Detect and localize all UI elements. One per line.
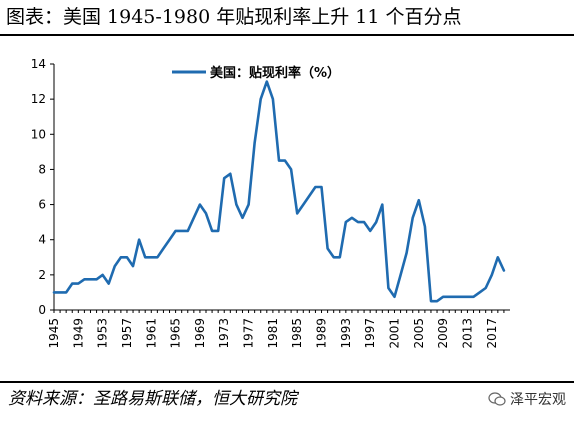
series-line-0 <box>52 80 506 303</box>
x-tick-label: 1949 <box>71 318 85 349</box>
legend-label: 美国：贴现利率（%） <box>210 65 340 81</box>
y-tick-label: 2 <box>38 268 46 282</box>
y-tick-label: 0 <box>38 303 46 317</box>
y-tick-label: 4 <box>38 233 46 247</box>
wechat-icon <box>488 392 506 406</box>
x-tick-label: 1957 <box>120 318 134 349</box>
x-tick-label: 2005 <box>412 318 426 349</box>
wechat-logo: 泽平宏观 <box>488 389 566 409</box>
footer-rule <box>0 381 574 383</box>
x-tick-label: 1981 <box>266 318 280 349</box>
y-tick-label: 6 <box>38 198 46 212</box>
chart-heading: 图表：美国 1945-1980 年贴现利率上升 11 个百分点 <box>6 6 462 28</box>
x-tick-label: 1977 <box>242 318 256 349</box>
logo-text: 泽平宏观 <box>510 392 566 408</box>
x-tick-label: 1965 <box>169 318 183 349</box>
x-tick-label: 1961 <box>144 318 158 349</box>
y-tick-label: 14 <box>31 57 46 71</box>
x-tick-label: 2001 <box>387 318 401 349</box>
header-rule <box>0 34 574 36</box>
x-tick-label: 2017 <box>485 318 499 349</box>
line-chart: 0 2 4 6 8 10 12 14 1945 1949 1953 1957 1961 1965 1969 1… <box>31 57 510 349</box>
x-tick-label: 1989 <box>315 318 329 349</box>
y-tick-label: 12 <box>31 92 46 106</box>
x-tick-label: 2009 <box>436 318 450 349</box>
x-tick-label: 2013 <box>460 318 474 349</box>
y-tick-label: 10 <box>31 127 46 141</box>
x-tick-label: 1985 <box>290 318 304 349</box>
x-tick-label: 1993 <box>339 318 353 349</box>
x-tick-label: 1945 <box>47 318 61 349</box>
x-tick-label: 1969 <box>193 318 207 349</box>
x-tick-label: 1997 <box>363 318 377 349</box>
x-tick-label: 1973 <box>217 318 231 349</box>
y-tick-label: 8 <box>38 162 46 176</box>
x-tick-label: 1953 <box>96 318 110 349</box>
source-note: 资料来源：圣路易斯联储，恒大研究院 <box>8 389 297 409</box>
